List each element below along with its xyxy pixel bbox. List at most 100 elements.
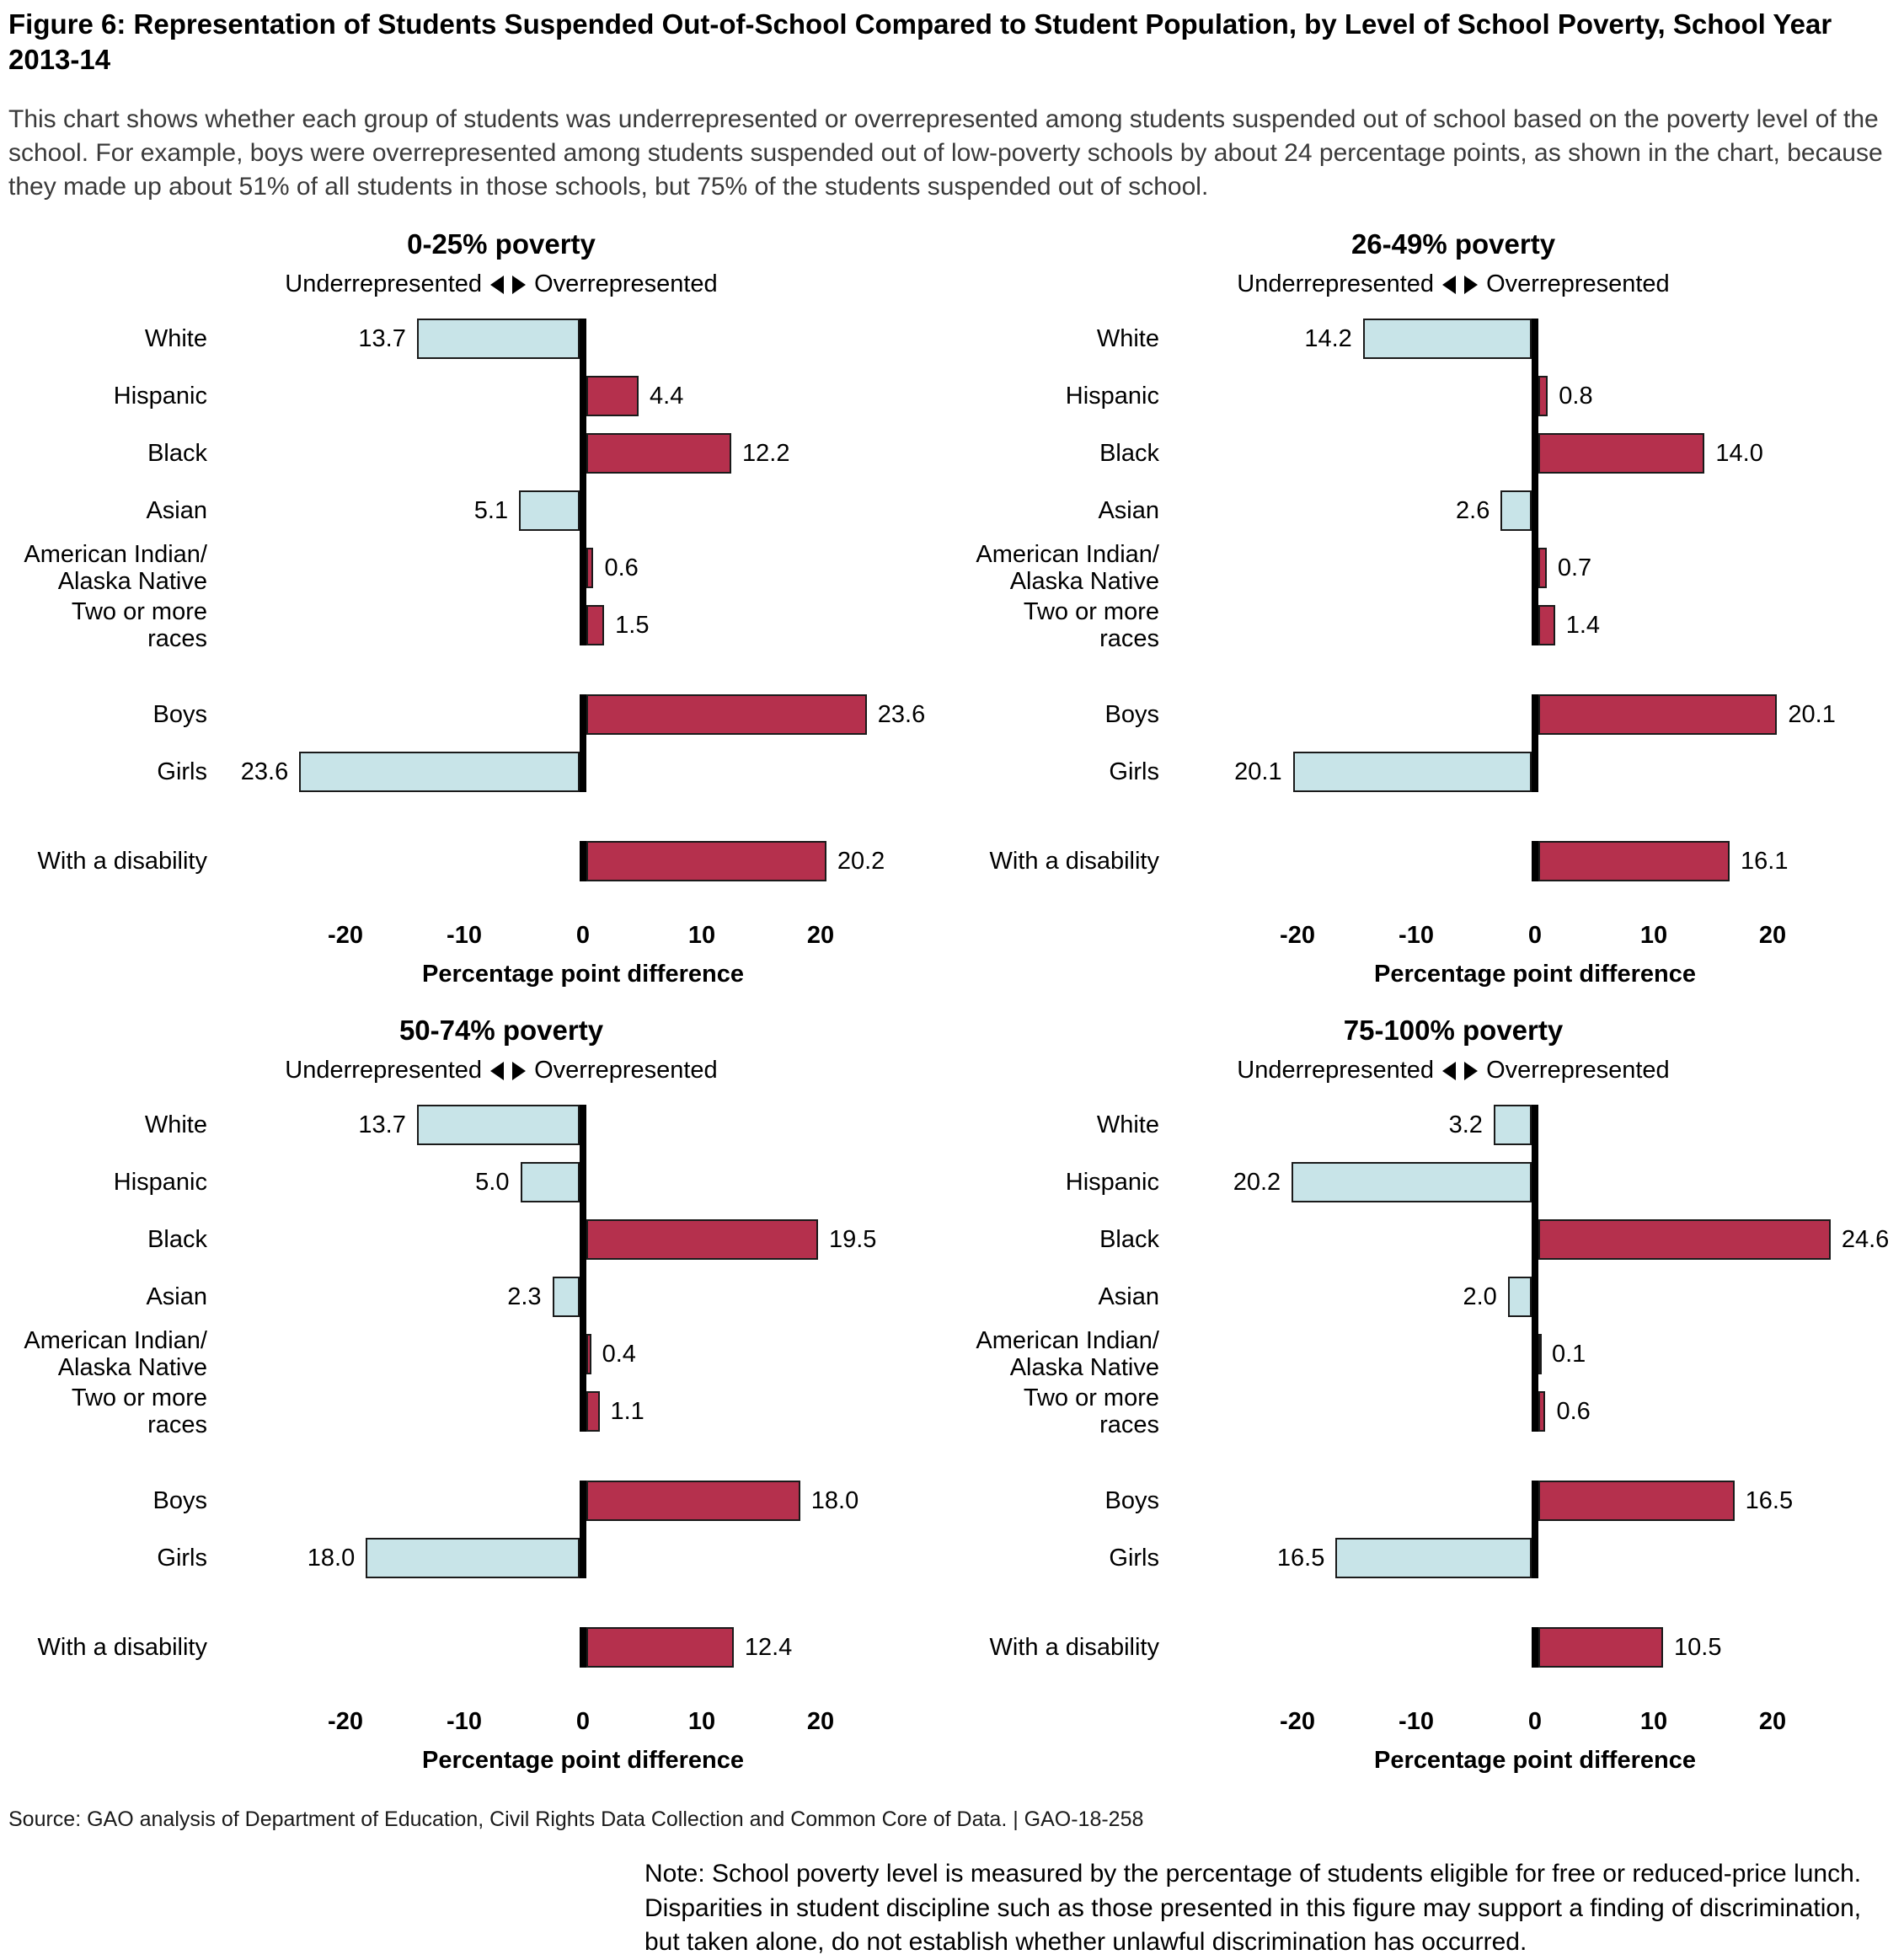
value-label: 3.2 <box>1448 1111 1483 1138</box>
bar-hispanic <box>1292 1162 1532 1203</box>
value-label: 24.6 <box>1841 1225 1890 1253</box>
row-plot: 2.3 <box>219 1268 960 1325</box>
row-plot: 0.6 <box>219 539 960 597</box>
category-label: Hispanic <box>1065 1169 1159 1197</box>
row-plot: 23.6 <box>219 686 960 743</box>
panel-title: 75-100% poverty <box>1343 1015 1564 1047</box>
bar-boys <box>586 1481 800 1522</box>
chart-row-hispanic: Hispanic 0.8 <box>960 367 1904 425</box>
right-arrow-icon <box>1464 1061 1479 1080</box>
bar-girls <box>299 752 580 793</box>
poverty-panel-75-100-poverty: 75-100% poverty Underrepresented Overrepre… <box>960 999 1904 1786</box>
row-plot: 16.1 <box>1171 833 1904 890</box>
row-plot: 16.5 <box>1171 1472 1904 1529</box>
value-label: 0.8 <box>1559 382 1593 410</box>
x-axis-label: Percentage point difference <box>422 961 744 988</box>
value-label: 23.6 <box>240 758 289 785</box>
x-tick: -10 <box>1399 1708 1434 1736</box>
row-plot: 10.5 <box>1171 1619 1904 1676</box>
value-label: 23.6 <box>877 700 926 728</box>
bar-with-a-disability <box>586 1627 734 1668</box>
x-tick: 20 <box>1758 922 1787 950</box>
zero-axis-line <box>580 1105 586 1433</box>
category-label: American Indian/ Alaska Native <box>24 540 207 596</box>
value-label: 16.5 <box>1745 1486 1794 1514</box>
row-plot: 20.2 <box>219 833 960 890</box>
x-axis-label: Percentage point difference <box>1374 1747 1696 1775</box>
chart-row-asian: Asian 2.3 <box>8 1268 960 1325</box>
category-label: White <box>1096 1111 1159 1139</box>
chart-row-with-a-disability: With a disability 20.2 <box>8 833 960 890</box>
x-tick: -20 <box>1280 1708 1315 1736</box>
bar-two-or-more-races <box>586 605 605 646</box>
direction-legend: Underrepresented Overrepresented <box>960 270 1904 298</box>
category-label: White <box>144 1111 207 1139</box>
chart-row-two-or-more-races: Two or more races 0.6 <box>960 1383 1904 1440</box>
row-plot: 14.0 <box>1171 425 1904 482</box>
bar-american-indian-alaska-native <box>586 1334 591 1375</box>
category-label: Hispanic <box>1065 383 1159 410</box>
row-plot: 5.1 <box>219 482 960 539</box>
figure-title: Figure 6: Representation of Students Sus… <box>8 8 1832 76</box>
bar-boys <box>1538 694 1778 736</box>
row-plot: 0.1 <box>1171 1325 1904 1383</box>
zero-axis-line <box>1532 694 1538 793</box>
direction-legend: Underrepresented Overrepresented <box>8 1057 960 1084</box>
value-label: 2.3 <box>507 1283 542 1310</box>
chart-row-black: Black 24.6 <box>960 1211 1904 1268</box>
category-label: Black <box>1099 440 1159 468</box>
zero-axis-line <box>580 1627 586 1668</box>
category-label: Black <box>147 1226 207 1254</box>
x-tick: 20 <box>806 922 835 950</box>
chart-row-american-indian-alaska-native: American Indian/ Alaska Native 0.4 <box>8 1325 960 1383</box>
x-axis-label: Percentage point difference <box>422 1747 744 1775</box>
row-plot: 5.0 <box>219 1154 960 1211</box>
chart-row-white: White 14.2 <box>960 310 1904 367</box>
value-label: 4.4 <box>650 382 684 410</box>
bar-white <box>416 1105 580 1146</box>
chart-row-black: Black 14.0 <box>960 425 1904 482</box>
zero-axis-line <box>580 319 586 646</box>
chart-row-white: White 13.7 <box>8 1096 960 1154</box>
bar-american-indian-alaska-native <box>1538 1334 1542 1375</box>
x-axis-label-row: Percentage point difference <box>960 954 1904 993</box>
value-label: 12.4 <box>744 1633 793 1661</box>
x-axis-label-row: Percentage point difference <box>8 1740 960 1779</box>
category-label: Boys <box>152 701 207 729</box>
category-label: Asian <box>1098 497 1159 525</box>
value-label: 0.6 <box>1556 1397 1591 1425</box>
direction-label-underrepresented: Underrepresented <box>285 1057 483 1084</box>
row-plot: 0.7 <box>1171 539 1904 597</box>
row-plot: 2.6 <box>1171 482 1904 539</box>
chart-row-white: White 13.7 <box>8 310 960 367</box>
direction-legend: Underrepresented Overrepresented <box>8 270 960 298</box>
chart-row-boys: Boys 16.5 <box>960 1472 1904 1529</box>
value-label: 0.4 <box>602 1340 636 1368</box>
value-label: 0.6 <box>604 554 639 581</box>
zero-axis-line <box>1532 841 1538 882</box>
row-plot: 1.5 <box>219 597 960 654</box>
category-label: Boys <box>152 1487 207 1515</box>
chart-row-with-a-disability: With a disability 10.5 <box>960 1619 1904 1676</box>
left-arrow-icon <box>1442 1061 1457 1080</box>
panel-title: 50-74% poverty <box>398 1015 604 1047</box>
bar-girls <box>366 1538 580 1579</box>
row-plot: 1.1 <box>219 1383 960 1440</box>
x-tick: 10 <box>687 1708 716 1736</box>
right-arrow-icon <box>1464 275 1479 294</box>
bar-with-a-disability <box>1538 841 1730 882</box>
row-plot: 13.7 <box>219 1096 960 1154</box>
x-tick: 0 <box>1527 1708 1543 1736</box>
chart-row-two-or-more-races: Two or more races 1.5 <box>8 597 960 654</box>
row-plot: 14.2 <box>1171 310 1904 367</box>
row-plot: 0.6 <box>1171 1383 1904 1440</box>
value-label: 2.6 <box>1456 496 1490 524</box>
category-label: Girls <box>157 758 207 786</box>
bar-with-a-disability <box>586 841 826 882</box>
value-label: 16.1 <box>1741 847 1789 875</box>
bar-white <box>1493 1105 1532 1146</box>
row-plot: 4.4 <box>219 367 960 425</box>
x-axis-ticks: -20 -10 0 10 20 <box>8 1708 960 1740</box>
x-axis-ticks: -20 -10 0 10 20 <box>8 922 960 954</box>
left-arrow-icon <box>1442 275 1457 294</box>
